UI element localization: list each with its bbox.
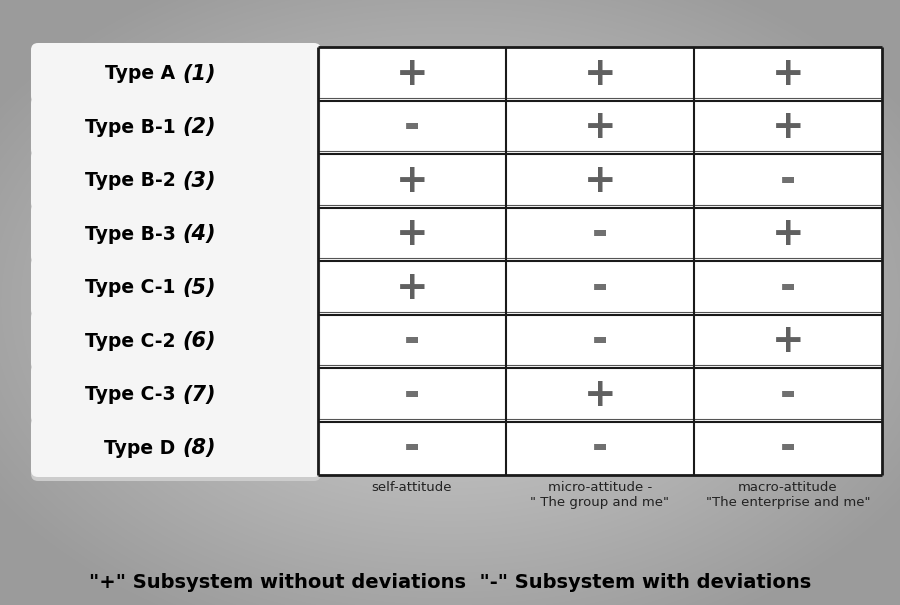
FancyBboxPatch shape bbox=[31, 150, 321, 209]
FancyBboxPatch shape bbox=[31, 99, 321, 160]
Text: +: + bbox=[771, 215, 805, 253]
Text: -: - bbox=[780, 162, 796, 200]
Text: (8): (8) bbox=[182, 438, 215, 458]
Bar bbox=[694, 100, 882, 154]
Bar bbox=[694, 208, 882, 261]
Text: "+" Subsystem without deviations  "-" Subsystem with deviations: "+" Subsystem without deviations "-" Sub… bbox=[89, 574, 811, 592]
Text: -: - bbox=[592, 430, 608, 467]
Bar bbox=[506, 315, 694, 368]
FancyBboxPatch shape bbox=[31, 203, 321, 263]
Text: +: + bbox=[584, 108, 616, 146]
FancyBboxPatch shape bbox=[31, 417, 321, 477]
FancyBboxPatch shape bbox=[31, 152, 321, 214]
Text: +: + bbox=[584, 376, 616, 414]
FancyBboxPatch shape bbox=[31, 257, 321, 316]
Text: -: - bbox=[404, 108, 420, 146]
Bar bbox=[318, 368, 506, 422]
Text: -: - bbox=[404, 376, 420, 414]
Bar bbox=[318, 261, 506, 315]
FancyBboxPatch shape bbox=[31, 313, 321, 374]
Text: -: - bbox=[780, 269, 796, 307]
Text: -: - bbox=[592, 322, 608, 360]
Bar bbox=[318, 154, 506, 208]
Text: -: - bbox=[404, 322, 420, 360]
FancyBboxPatch shape bbox=[31, 310, 321, 370]
Bar bbox=[694, 315, 882, 368]
Text: +: + bbox=[771, 322, 805, 360]
Bar bbox=[694, 154, 882, 208]
Text: (5): (5) bbox=[182, 278, 215, 298]
Bar bbox=[694, 368, 882, 422]
Text: micro-attitude -
" The group and me": micro-attitude - " The group and me" bbox=[530, 481, 670, 509]
FancyBboxPatch shape bbox=[31, 43, 321, 102]
Text: Type B-1: Type B-1 bbox=[85, 118, 182, 137]
Text: Type C-2: Type C-2 bbox=[85, 332, 182, 351]
Text: (4): (4) bbox=[182, 224, 215, 244]
Text: +: + bbox=[771, 54, 805, 93]
Text: +: + bbox=[396, 162, 428, 200]
Bar bbox=[506, 368, 694, 422]
Text: Type B-3: Type B-3 bbox=[85, 224, 182, 244]
Bar bbox=[506, 154, 694, 208]
FancyBboxPatch shape bbox=[31, 206, 321, 267]
Bar bbox=[506, 261, 694, 315]
Text: (6): (6) bbox=[182, 332, 215, 352]
Bar bbox=[318, 100, 506, 154]
FancyBboxPatch shape bbox=[31, 419, 321, 481]
Bar bbox=[506, 47, 694, 100]
Bar bbox=[694, 261, 882, 315]
Bar bbox=[506, 208, 694, 261]
Text: Type D: Type D bbox=[104, 439, 182, 458]
Text: -: - bbox=[404, 430, 420, 467]
Bar bbox=[694, 47, 882, 100]
Text: +: + bbox=[584, 162, 616, 200]
Text: (1): (1) bbox=[182, 64, 215, 83]
Text: -: - bbox=[780, 376, 796, 414]
Text: +: + bbox=[396, 215, 428, 253]
Text: (3): (3) bbox=[182, 171, 215, 191]
Bar bbox=[318, 315, 506, 368]
Bar bbox=[694, 422, 882, 475]
Text: Type A: Type A bbox=[105, 64, 182, 83]
Text: +: + bbox=[584, 54, 616, 93]
Text: Type B-2: Type B-2 bbox=[85, 171, 182, 190]
Text: -: - bbox=[592, 215, 608, 253]
Text: +: + bbox=[396, 54, 428, 93]
Text: +: + bbox=[771, 108, 805, 146]
Text: -: - bbox=[592, 269, 608, 307]
FancyBboxPatch shape bbox=[31, 364, 321, 423]
Text: -: - bbox=[780, 430, 796, 467]
Text: (2): (2) bbox=[182, 117, 215, 137]
Text: Type C-3: Type C-3 bbox=[85, 385, 182, 404]
Text: macro-attitude
"The enterprise and me": macro-attitude "The enterprise and me" bbox=[706, 481, 870, 509]
Text: Type C-1: Type C-1 bbox=[86, 278, 182, 297]
Bar bbox=[506, 422, 694, 475]
Text: self-attitude: self-attitude bbox=[372, 481, 452, 494]
Text: (7): (7) bbox=[182, 385, 215, 405]
Text: +: + bbox=[396, 269, 428, 307]
Bar bbox=[318, 422, 506, 475]
Bar bbox=[318, 208, 506, 261]
Bar bbox=[318, 47, 506, 100]
FancyBboxPatch shape bbox=[31, 259, 321, 321]
FancyBboxPatch shape bbox=[31, 45, 321, 106]
Bar bbox=[506, 100, 694, 154]
FancyBboxPatch shape bbox=[31, 366, 321, 428]
FancyBboxPatch shape bbox=[31, 97, 321, 156]
